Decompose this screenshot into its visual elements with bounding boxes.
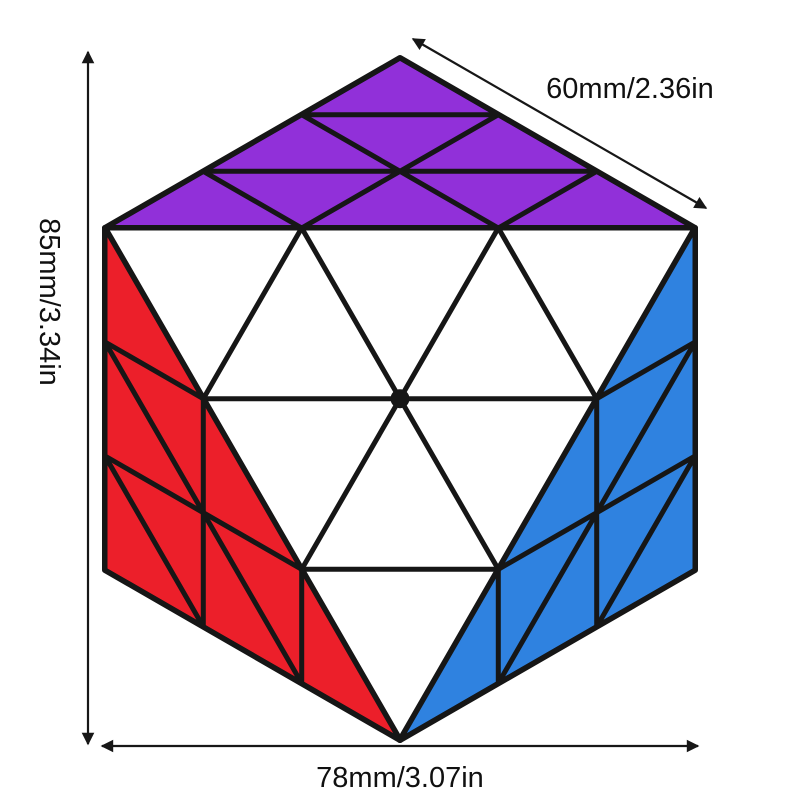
puzzle-cube: [102, 55, 698, 743]
edge-length-label: 60mm/2.36in: [546, 73, 714, 105]
height-label: 85mm/3.34in: [33, 218, 65, 386]
sticker: [200, 396, 305, 572]
sticker: [299, 55, 501, 118]
sticker: [495, 396, 600, 572]
edge-dimension-line: [411, 38, 708, 209]
center-hub-dot: [390, 389, 410, 409]
cube-front-face: [102, 225, 698, 743]
dimension-annotations: 60mm/2.36in 85mm/3.34in 78mm/3.07in: [33, 38, 714, 794]
sticker: [299, 225, 501, 402]
width-label: 78mm/3.07in: [316, 762, 484, 794]
